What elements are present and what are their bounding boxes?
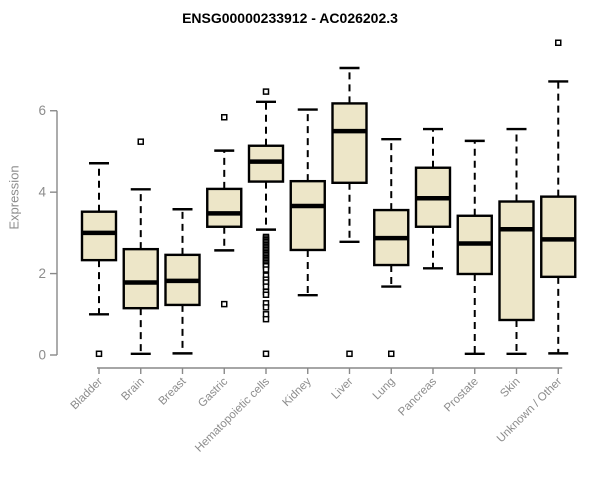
box-gastric [206, 187, 243, 228]
box-bladder [80, 210, 118, 262]
outlier-point-hematopoietic-cells [262, 88, 270, 95]
box-brain [122, 247, 159, 310]
box-kidney [289, 179, 326, 252]
box-skin [498, 200, 535, 322]
outlier-point-liver [346, 350, 353, 358]
outlier-point-hematopoietic-cells [262, 350, 270, 358]
x-tick-label-lung: Lung [371, 376, 398, 403]
x-tick-label-gastric: Gastric [196, 375, 230, 409]
x-tick-label-brain: Brain [119, 376, 146, 403]
outlier-point-hematopoietic-cells [262, 291, 270, 298]
y-tick-label: 2 [38, 266, 46, 281]
x-tick-label-bladder: Bladder [69, 376, 106, 413]
y-tick-label: 6 [38, 103, 46, 118]
outlier-point-hematopoietic-cells [262, 266, 270, 273]
x-tick-label-liver: Liver [330, 376, 356, 402]
x-tick-label-hematopoietic-cells: Hematopoietic cells [193, 375, 272, 454]
x-tick-label-skin: Skin [498, 376, 522, 400]
box-liver [331, 102, 368, 184]
y-tick-label: 0 [38, 348, 46, 363]
outlier-point-hematopoietic-cells [262, 315, 270, 323]
outlier-point-hematopoietic-cells [262, 283, 270, 290]
x-tick-label-pancreas: Pancreas [396, 375, 439, 418]
outlier-point-hematopoietic-cells [262, 304, 270, 311]
x-tick-label-kidney: Kidney [281, 375, 315, 409]
chart-title: ENSG00000233912 - AC026202.3 [182, 10, 398, 26]
outlier-point-brain [137, 138, 144, 145]
y-tick-label: 4 [38, 185, 46, 200]
x-tick-label-prostate: Prostate [442, 376, 481, 415]
outlier-point-gastric [221, 300, 228, 308]
outlier-point-lung [388, 350, 395, 358]
y-axis-title: Expression [6, 165, 22, 230]
outlier-point-bladder [95, 350, 103, 358]
x-tick-label-breast: Breast [157, 375, 190, 408]
box-unknown-other [540, 195, 577, 279]
outlier-point-gastric [221, 114, 228, 121]
outlier-point-unknown-other [555, 39, 562, 47]
